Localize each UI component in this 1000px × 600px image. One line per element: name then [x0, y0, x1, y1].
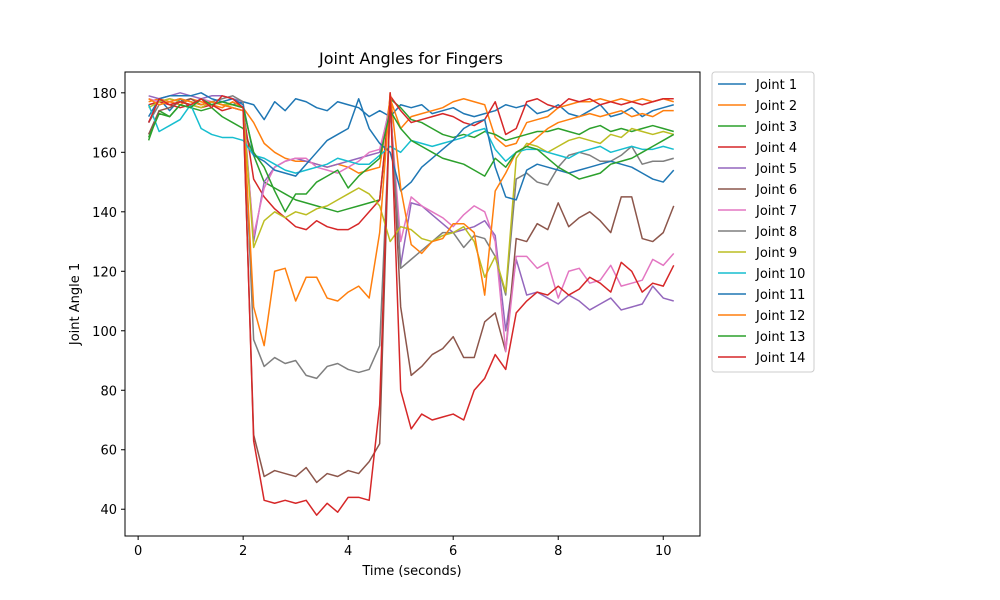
legend-label: Joint 6 — [755, 183, 797, 198]
legend-label: Joint 5 — [755, 162, 797, 177]
plot-area — [147, 92, 675, 516]
series-line-joint-12 — [148, 92, 674, 347]
legend-label: Joint 1 — [755, 78, 797, 93]
axes-frame — [124, 71, 701, 537]
chart-title: Joint Angles for Fingers — [318, 49, 503, 68]
legend-label: Joint 7 — [755, 204, 797, 219]
y-tick-label: 60 — [100, 444, 117, 459]
legend-box — [711, 71, 815, 373]
legend-label: Joint 3 — [755, 120, 797, 135]
legend-label: Joint 14 — [755, 351, 805, 366]
x-tick-label: 0 — [134, 544, 142, 559]
legend-label: Joint 13 — [755, 330, 805, 345]
x-tick-label: 6 — [449, 544, 457, 559]
x-axis-label: Time (seconds) — [361, 564, 461, 579]
series-line-joint-2 — [148, 98, 674, 174]
legend: Joint 1 Joint 2 Joint 3 Joint 4 Joint 5 Joint… — [711, 71, 815, 373]
x-tick-label: 10 — [655, 544, 672, 559]
legend-label: Joint 2 — [755, 99, 797, 114]
y-tick-label: 100 — [92, 325, 117, 340]
y-tick-label: 40 — [100, 503, 117, 518]
series-line-joint-13 — [147, 98, 675, 213]
legend-label: Joint 10 — [755, 267, 805, 282]
y-tick-label: 140 — [92, 206, 117, 221]
x-tick-label: 8 — [554, 544, 562, 559]
series-line-joint-11 — [147, 92, 675, 201]
y-tick-label: 120 — [92, 265, 117, 280]
y-axis-label: Joint Angle 1 — [68, 263, 83, 346]
series-line-joint-8 — [147, 95, 674, 380]
y-tick-label: 160 — [92, 146, 117, 161]
legend-label: Joint 12 — [755, 309, 805, 324]
x-tick-label: 2 — [239, 544, 247, 559]
y-axis-ticks: 40 60 80 100 120 140 160 180 — [92, 87, 125, 518]
x-tick-label: 4 — [344, 544, 352, 559]
legend-label: Joint 8 — [755, 225, 797, 240]
y-tick-label: 180 — [92, 87, 117, 102]
legend-label: Joint 11 — [755, 288, 805, 303]
x-axis-ticks: 0 2 4 6 8 10 — [134, 536, 672, 559]
series-line-joint-3 — [147, 98, 674, 213]
legend-label: Joint 4 — [755, 141, 797, 156]
series-line-joint-5 — [148, 92, 674, 332]
series-line-joint-14 — [147, 92, 675, 516]
y-tick-label: 80 — [100, 384, 117, 399]
legend-label: Joint 9 — [755, 246, 797, 261]
